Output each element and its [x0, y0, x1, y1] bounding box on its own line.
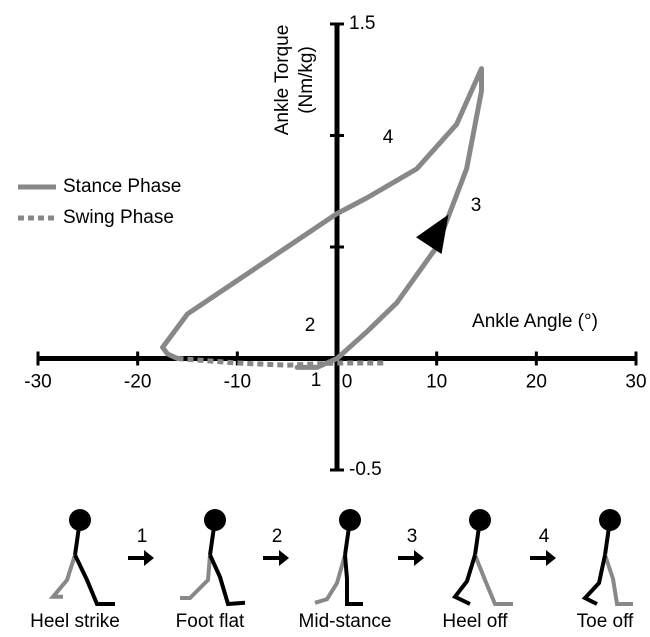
- leg: [314, 554, 347, 605]
- head: [69, 509, 91, 531]
- annotation: 3: [471, 195, 482, 216]
- leg: [343, 554, 363, 606]
- leg: [473, 554, 513, 606]
- x-tick-label: 10: [426, 372, 447, 393]
- step-arrow: [530, 550, 556, 566]
- gait-figure: [180, 509, 246, 607]
- phase-label: Heel strike: [30, 611, 120, 632]
- leg: [48, 554, 77, 599]
- phase-label: Toe off: [577, 611, 634, 632]
- step-number: 3: [407, 526, 418, 547]
- y-axis-label: (Nm/kg): [296, 46, 317, 114]
- x-tick-label: 20: [526, 372, 547, 393]
- leg: [73, 554, 115, 606]
- x-tick-label: 0: [342, 372, 353, 393]
- phase-label: Mid-stance: [299, 611, 392, 632]
- head: [469, 509, 491, 531]
- annotation: 2: [305, 315, 316, 336]
- gait-figure: [581, 509, 633, 606]
- y-axis-label: Ankle Torque: [272, 25, 293, 136]
- x-tick-label: 30: [625, 372, 646, 393]
- legend-label: Swing Phase: [63, 207, 174, 228]
- step-arrow: [263, 550, 289, 566]
- x-tick-label: -10: [224, 372, 251, 393]
- step-arrow: [128, 550, 154, 566]
- y-tick-label: -0.5: [349, 459, 382, 480]
- gait-figure: [451, 509, 513, 606]
- head: [599, 509, 621, 531]
- x-tick-label: -30: [24, 372, 51, 393]
- phase-label: Foot flat: [176, 611, 245, 632]
- step-arrow: [398, 550, 424, 566]
- leg: [208, 554, 246, 607]
- gait-figure: [48, 509, 115, 606]
- legend-label: Stance Phase: [63, 176, 181, 197]
- head: [204, 509, 226, 531]
- leg: [603, 554, 633, 606]
- leg: [180, 554, 212, 600]
- series-line: [160, 66, 484, 370]
- y-tick-label: 1.5: [349, 13, 375, 34]
- phase-label: Heel off: [442, 611, 508, 632]
- leg: [451, 554, 477, 606]
- direction-arrow: [416, 214, 449, 254]
- gait-figure: [314, 509, 363, 606]
- annotation: 1: [311, 370, 322, 391]
- step-number: 1: [137, 526, 148, 547]
- head: [339, 509, 361, 531]
- x-tick-label: -20: [124, 372, 151, 393]
- x-axis-label: Ankle Angle (°): [472, 311, 598, 332]
- step-number: 4: [539, 526, 550, 547]
- step-number: 2: [272, 526, 283, 547]
- leg: [581, 554, 607, 606]
- annotation: 4: [383, 127, 394, 148]
